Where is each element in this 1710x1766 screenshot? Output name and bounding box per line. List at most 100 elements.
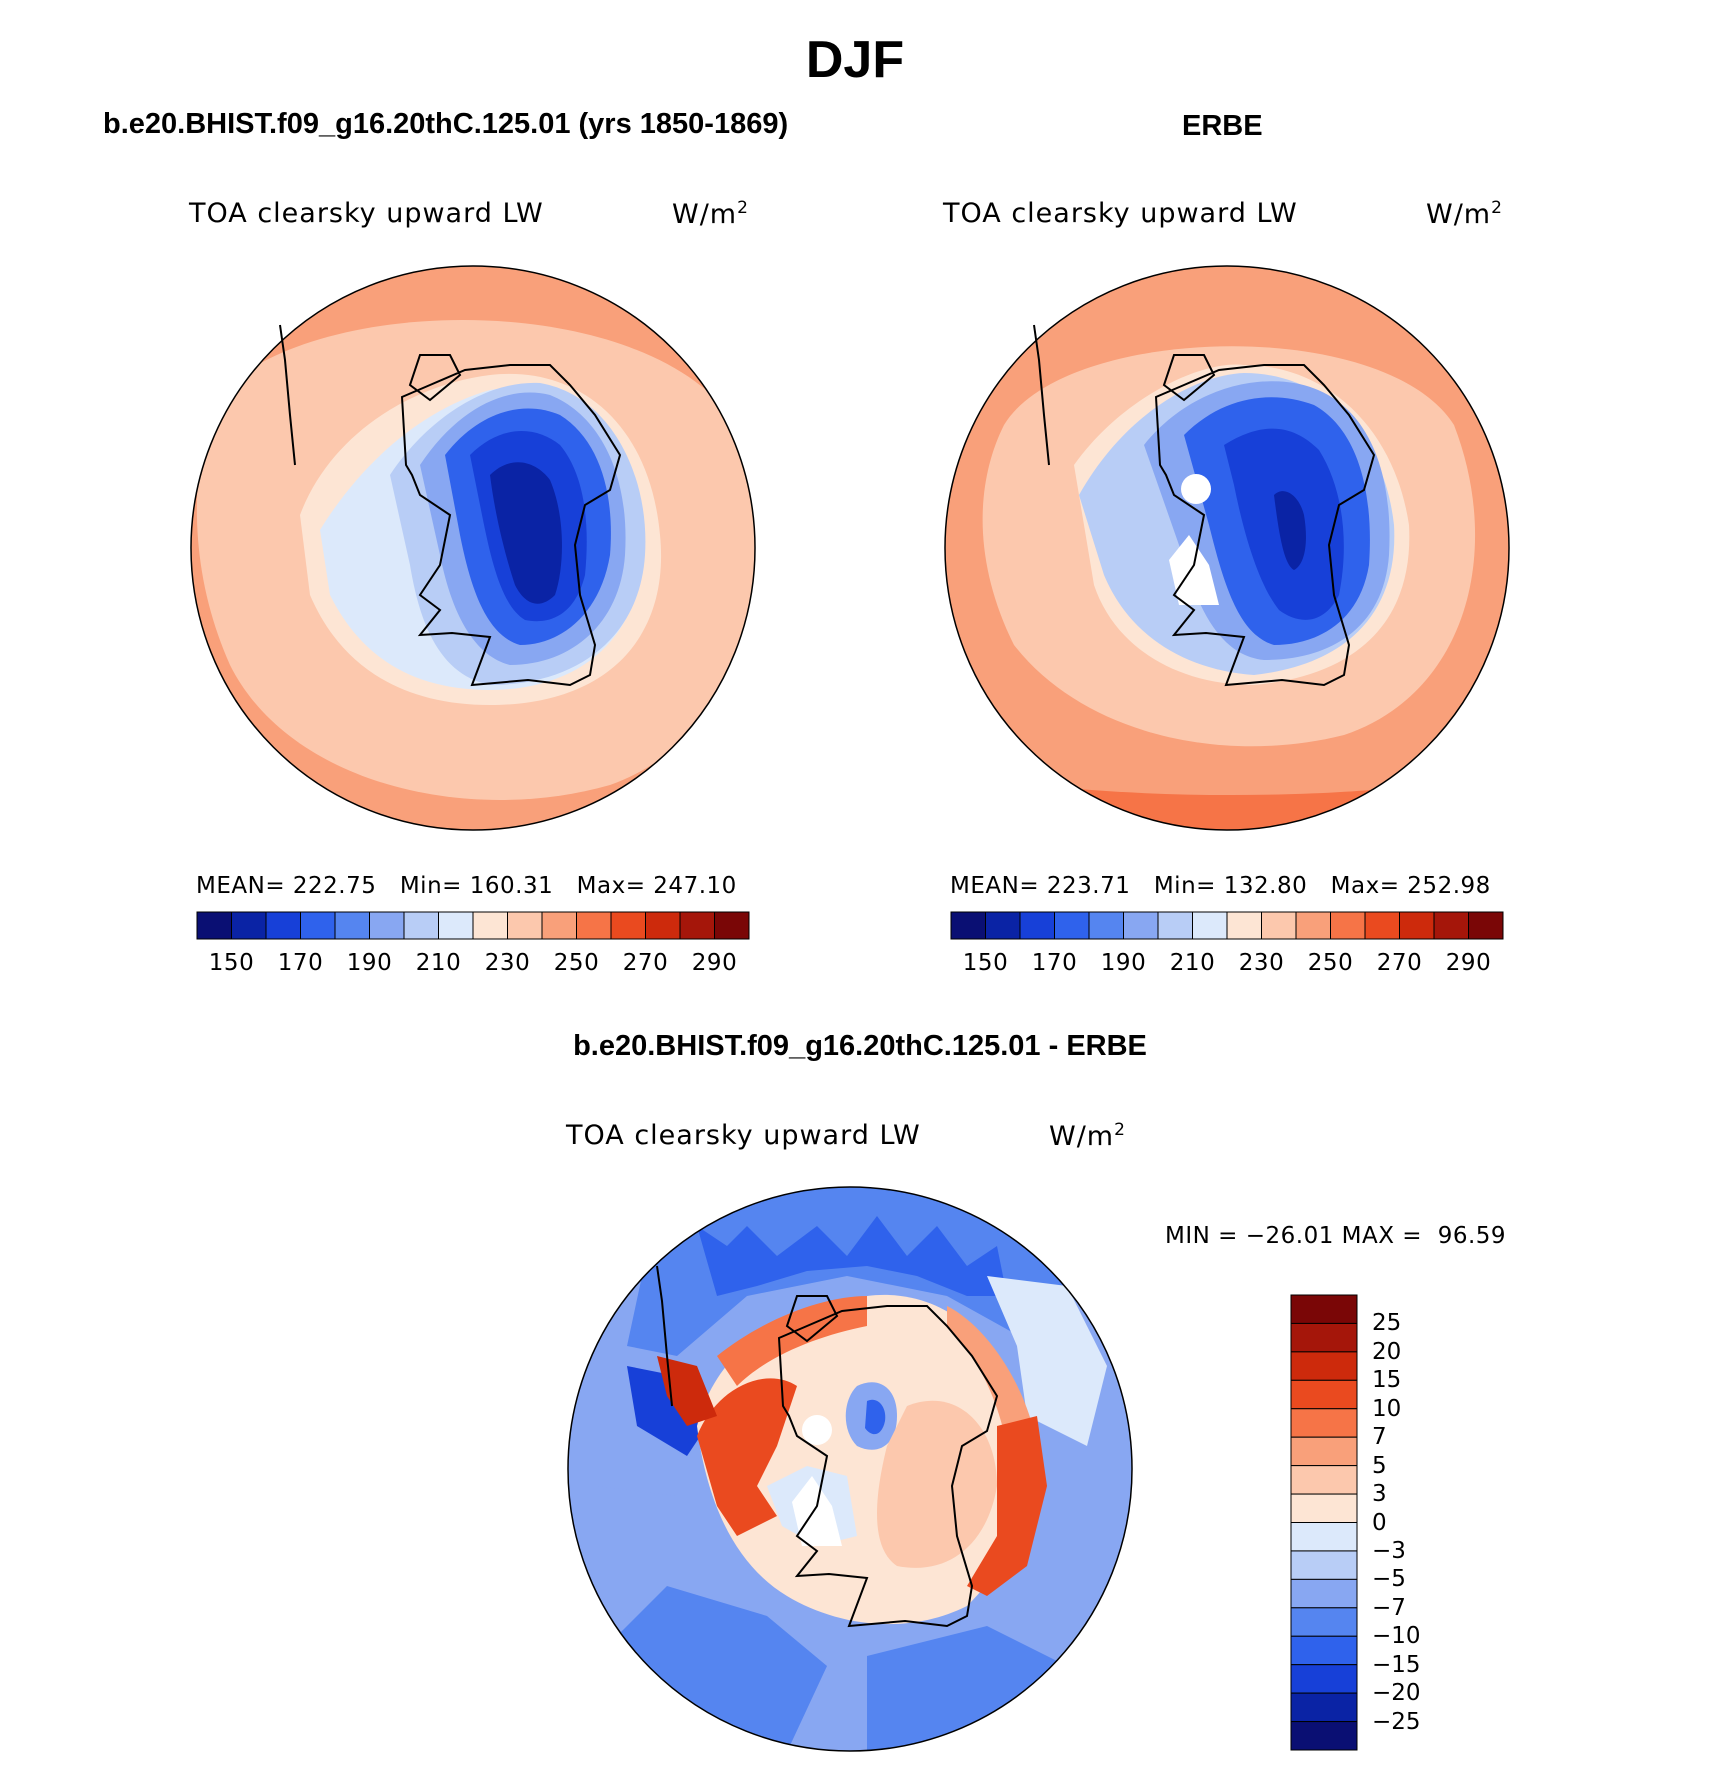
- diff-colorbar-swatch: [1290, 1721, 1358, 1751]
- model-colorbar-swatch: [679, 911, 715, 940]
- diff-units-label: W/m2: [1049, 1120, 1126, 1152]
- model-colorbar-tick-label: 150: [208, 950, 255, 976]
- model-colorbar-swatch: [403, 911, 439, 940]
- model-colorbar-swatch: [300, 911, 336, 940]
- obs-colorbar-swatch: [1123, 911, 1159, 940]
- diff-panel-title: b.e20.BHIST.f09_g16.20thC.125.01 - ERBE: [573, 1030, 1147, 1062]
- model-polar-map: [190, 265, 756, 831]
- obs-colorbar-tick-label: 190: [1100, 950, 1147, 976]
- obs-colorbar-swatch: [1192, 911, 1228, 940]
- model-colorbar-ticks: 150 170 190 210 230 250 270 290: [197, 950, 749, 980]
- diff-colorbar-tick-label: 20: [1372, 1338, 1402, 1365]
- obs-colorbar-tick-label: 250: [1307, 950, 1354, 976]
- obs-colorbar-swatch: [1468, 911, 1504, 940]
- model-colorbar-tick-label: 250: [553, 950, 600, 976]
- model-colorbar-swatch: [196, 911, 232, 940]
- diff-colorbar-tick-label: −25: [1372, 1708, 1421, 1735]
- obs-colorbar-swatch: [1019, 911, 1055, 940]
- model-colorbar-tick-label: 270: [622, 950, 669, 976]
- model-colorbar-tick-label: 190: [346, 950, 393, 976]
- obs-colorbar-ticks: 150 170 190 210 230 250 270 290: [951, 950, 1503, 980]
- model-panel-title: b.e20.BHIST.f09_g16.20thC.125.01 (yrs 18…: [103, 108, 789, 140]
- diff-colorbar-tick-label: 25: [1372, 1310, 1402, 1337]
- model-colorbar-swatch: [438, 911, 474, 940]
- model-colorbar: [196, 911, 750, 940]
- model-colorbar-swatch: [265, 911, 301, 940]
- obs-colorbar-swatch: [985, 911, 1021, 940]
- obs-colorbar-tick-label: 150: [962, 950, 1009, 976]
- obs-colorbar-swatch: [1054, 911, 1090, 940]
- diff-colorbar-swatch: [1290, 1607, 1358, 1637]
- diff-polar-map: [567, 1186, 1133, 1752]
- diff-colorbar-swatch: [1290, 1322, 1358, 1353]
- diff-colorbar: [1290, 1294, 1358, 1751]
- diff-colorbar-tick-label: −10: [1372, 1623, 1421, 1650]
- obs-colorbar-swatch: [950, 911, 986, 940]
- diff-colorbar-tick-label: −3: [1372, 1537, 1406, 1564]
- obs-colorbar-swatch: [1157, 911, 1193, 940]
- model-colorbar-swatch: [645, 911, 681, 940]
- obs-colorbar-tick-label: 170: [1031, 950, 1078, 976]
- obs-panel-title: ERBE: [1182, 110, 1263, 142]
- obs-colorbar-tick-label: 230: [1238, 950, 1285, 976]
- obs-colorbar-tick-label: 270: [1376, 950, 1423, 976]
- obs-colorbar-tick-label: 290: [1445, 950, 1492, 976]
- diff-colorbar-swatch: [1290, 1550, 1358, 1580]
- diff-colorbar-tick-label: −7: [1372, 1594, 1406, 1621]
- diff-colorbar-swatch: [1290, 1294, 1358, 1324]
- obs-colorbar-swatch: [1399, 911, 1435, 940]
- diff-colorbar-tick-label: −20: [1372, 1680, 1421, 1707]
- model-colorbar-swatch: [472, 911, 508, 940]
- diff-colorbar-tick-label: 3: [1372, 1481, 1387, 1508]
- model-colorbar-tick-label: 290: [691, 950, 738, 976]
- model-colorbar-swatch: [507, 911, 543, 940]
- obs-colorbar-swatch: [1433, 911, 1469, 940]
- model-variable-label: TOA clearsky upward LW: [189, 198, 544, 229]
- model-colorbar-swatch: [576, 911, 612, 940]
- diff-colorbar-swatch: [1290, 1522, 1358, 1552]
- model-colorbar-swatch: [541, 911, 577, 940]
- diff-colorbar-tick-label: −5: [1372, 1566, 1406, 1593]
- figure-title: DJF: [805, 31, 905, 89]
- model-colorbar-swatch: [714, 911, 750, 940]
- obs-colorbar-swatch: [1330, 911, 1366, 940]
- diff-colorbar-tick-label: 10: [1372, 1395, 1402, 1422]
- diff-colorbar-swatch: [1290, 1351, 1358, 1381]
- model-colorbar-swatch: [231, 911, 267, 940]
- obs-colorbar-tick-label: 210: [1169, 950, 1216, 976]
- obs-colorbar-swatch: [1088, 911, 1124, 940]
- obs-colorbar: [950, 911, 1504, 940]
- diff-colorbar-tick-label: −15: [1372, 1651, 1421, 1678]
- diff-colorbar-swatch: [1290, 1408, 1358, 1438]
- diff-colorbar-swatch: [1290, 1664, 1358, 1694]
- diff-colorbar-swatch: [1290, 1635, 1358, 1666]
- diff-colorbar-tick-label: 0: [1372, 1509, 1387, 1536]
- obs-units-label: W/m2: [1426, 198, 1503, 230]
- obs-colorbar-swatch: [1261, 911, 1297, 940]
- diff-colorbar-tick-label: 15: [1372, 1367, 1402, 1394]
- diff-colorbar-swatch: [1290, 1436, 1358, 1467]
- model-units-label: W/m2: [672, 198, 749, 230]
- diff-colorbar-swatch: [1290, 1692, 1358, 1723]
- obs-polar-map: [944, 265, 1510, 831]
- model-colorbar-swatch: [369, 911, 405, 940]
- model-stats: MEAN= 222.75 Min= 160.31 Max= 247.10: [196, 873, 737, 899]
- obs-stats: MEAN= 223.71 Min= 132.80 Max= 252.98: [950, 873, 1491, 899]
- diff-colorbar-swatch: [1290, 1465, 1358, 1495]
- obs-variable-label: TOA clearsky upward LW: [943, 198, 1298, 229]
- obs-colorbar-swatch: [1226, 911, 1262, 940]
- obs-colorbar-swatch: [1364, 911, 1400, 940]
- model-colorbar-swatch: [610, 911, 646, 940]
- model-colorbar-tick-label: 230: [484, 950, 531, 976]
- diff-colorbar-ticks: 25 20 15 10 7 5 3 0 −3 −5 −7 −10 −15 −20 −25: [1372, 1295, 1472, 1750]
- model-colorbar-swatch: [334, 911, 370, 940]
- diff-minmax: MIN = −26.01 MAX = 96.59: [1165, 1223, 1507, 1249]
- diff-colorbar-swatch: [1290, 1493, 1358, 1523]
- obs-colorbar-swatch: [1295, 911, 1331, 940]
- diff-variable-label: TOA clearsky upward LW: [566, 1120, 921, 1151]
- model-colorbar-tick-label: 170: [277, 950, 324, 976]
- diff-colorbar-swatch: [1290, 1578, 1358, 1609]
- model-colorbar-tick-label: 210: [415, 950, 462, 976]
- diff-colorbar-tick-label: 5: [1372, 1452, 1387, 1479]
- diff-colorbar-swatch: [1290, 1379, 1358, 1410]
